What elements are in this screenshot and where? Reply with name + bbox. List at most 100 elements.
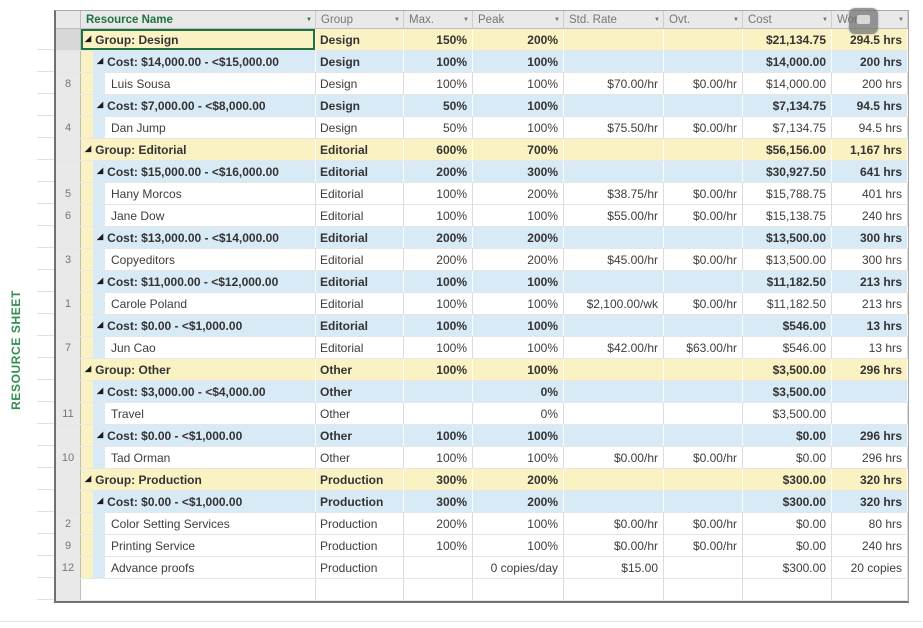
cell-std[interactable] — [564, 51, 664, 72]
cell-group[interactable]: Other — [316, 381, 404, 402]
row-header[interactable] — [56, 95, 81, 116]
cell-group[interactable]: Editorial — [316, 315, 404, 336]
cell-work[interactable]: 294.5 hrs — [832, 29, 908, 50]
cell-std[interactable]: $0.00/hr — [564, 513, 664, 534]
cell-std[interactable]: $75.50/hr — [564, 117, 664, 138]
cell-max[interactable]: 200% — [404, 249, 473, 270]
expand-icon[interactable]: ◢ — [97, 386, 104, 395]
cell-max[interactable]: 100% — [404, 359, 473, 380]
cell-group[interactable]: Other — [316, 403, 404, 424]
cell-std[interactable] — [564, 227, 664, 248]
cell-work[interactable]: 401 hrs — [832, 183, 908, 204]
cell-ovt[interactable] — [664, 315, 743, 336]
cell-name[interactable]: ◢ Cost: $15,000.00 - <$16,000.00 — [81, 161, 316, 182]
row-header[interactable] — [56, 491, 81, 512]
filter-icon[interactable]: ▼ — [394, 16, 400, 23]
cell-peak[interactable]: 100% — [473, 425, 564, 446]
cell-group[interactable]: Editorial — [316, 139, 404, 160]
cell-work[interactable]: 1,167 hrs — [832, 139, 908, 160]
cell-std[interactable] — [564, 491, 664, 512]
cell-cost[interactable]: $3,500.00 — [743, 381, 832, 402]
cell-cost[interactable]: $15,138.75 — [743, 205, 832, 226]
cell-name[interactable]: Color Setting Services — [81, 513, 316, 534]
cell-std[interactable] — [564, 95, 664, 116]
cell-max[interactable]: 50% — [404, 117, 473, 138]
cell-std[interactable]: $15.00 — [564, 557, 664, 578]
cell-max[interactable]: 50% — [404, 95, 473, 116]
column-header-std[interactable]: Std. Rate ▼ — [564, 11, 664, 28]
cell-group[interactable]: Production — [316, 491, 404, 512]
cell-max[interactable]: 100% — [404, 447, 473, 468]
cell-work[interactable]: 300 hrs — [832, 249, 908, 270]
row-header[interactable] — [56, 381, 81, 402]
cell-name[interactable]: ◢ Group: Design — [81, 29, 316, 50]
cell-max[interactable]: 600% — [404, 139, 473, 160]
cell-std[interactable]: $42.00/hr — [564, 337, 664, 358]
cell-peak[interactable]: 100% — [473, 51, 564, 72]
cell-cost[interactable]: $546.00 — [743, 315, 832, 336]
row-header[interactable]: 11 — [56, 403, 81, 424]
cell-group[interactable]: Design — [316, 29, 404, 50]
cell-cost[interactable]: $11,182.50 — [743, 271, 832, 292]
cell-cost[interactable]: $0.00 — [743, 447, 832, 468]
cell-cost[interactable]: $14,000.00 — [743, 51, 832, 72]
cell-std[interactable]: $38.75/hr — [564, 183, 664, 204]
cell-max[interactable]: 100% — [404, 337, 473, 358]
expand-icon[interactable]: ◢ — [85, 144, 92, 153]
cell-peak[interactable]: 100% — [473, 271, 564, 292]
row-header[interactable]: 8 — [56, 73, 81, 94]
column-header-group[interactable]: Group ▼ — [316, 11, 404, 28]
expand-icon[interactable]: ◢ — [97, 430, 104, 439]
expand-icon[interactable]: ◢ — [97, 320, 104, 329]
cell-name[interactable]: ◢ Group: Production — [81, 469, 316, 490]
cell-peak[interactable]: 100% — [473, 535, 564, 556]
cell-cost[interactable]: $11,182.50 — [743, 293, 832, 314]
cell-max[interactable]: 150% — [404, 29, 473, 50]
cell-name[interactable]: ◢ Group: Other — [81, 359, 316, 380]
column-header-max[interactable]: Max. ▼ — [404, 11, 473, 28]
cell-cost[interactable]: $7,134.75 — [743, 117, 832, 138]
cell-work[interactable] — [832, 579, 908, 600]
row-header[interactable] — [56, 425, 81, 446]
cell-name[interactable]: Luis Sousa — [81, 73, 316, 94]
cell-name[interactable]: ◢ Cost: $3,000.00 - <$4,000.00 — [81, 381, 316, 402]
expand-icon[interactable]: ◢ — [97, 496, 104, 505]
cell-work[interactable]: 94.5 hrs — [832, 117, 908, 138]
cell-work[interactable]: 641 hrs — [832, 161, 908, 182]
cell-cost[interactable]: $300.00 — [743, 469, 832, 490]
cell-ovt[interactable] — [664, 557, 743, 578]
cell-work[interactable]: 213 hrs — [832, 271, 908, 292]
column-header-name[interactable]: Resource Name ▼ — [81, 11, 316, 28]
cell-group[interactable]: Editorial — [316, 161, 404, 182]
cell-name[interactable]: Carole Poland — [81, 293, 316, 314]
cell-ovt[interactable]: $0.00/hr — [664, 117, 743, 138]
filter-icon[interactable]: ▼ — [654, 16, 660, 23]
cell-max[interactable]: 100% — [404, 51, 473, 72]
cell-cost[interactable]: $30,927.50 — [743, 161, 832, 182]
cell-work[interactable]: 296 hrs — [832, 447, 908, 468]
cell-std[interactable] — [564, 381, 664, 402]
cell-max[interactable] — [404, 579, 473, 600]
cell-name[interactable]: ◢ Group: Editorial — [81, 139, 316, 160]
filter-icon[interactable]: ▼ — [463, 16, 469, 23]
expand-icon[interactable]: ◢ — [97, 276, 104, 285]
cell-group[interactable]: Editorial — [316, 293, 404, 314]
row-header[interactable]: 9 — [56, 535, 81, 556]
cell-std[interactable] — [564, 315, 664, 336]
cell-peak[interactable]: 0% — [473, 403, 564, 424]
cell-max[interactable] — [404, 557, 473, 578]
cell-ovt[interactable]: $0.00/hr — [664, 73, 743, 94]
cell-ovt[interactable]: $63.00/hr — [664, 337, 743, 358]
cell-max[interactable]: 200% — [404, 513, 473, 534]
cell-group[interactable]: Other — [316, 359, 404, 380]
cell-work[interactable]: 13 hrs — [832, 337, 908, 358]
expand-icon[interactable]: ◢ — [97, 232, 104, 241]
cell-cost[interactable]: $56,156.00 — [743, 139, 832, 160]
cell-ovt[interactable] — [664, 359, 743, 380]
filter-icon[interactable]: ▼ — [733, 16, 739, 23]
cell-ovt[interactable] — [664, 227, 743, 248]
cell-peak[interactable]: 100% — [473, 447, 564, 468]
cell-work[interactable]: 200 hrs — [832, 51, 908, 72]
cell-peak[interactable]: 300% — [473, 161, 564, 182]
cell-peak[interactable]: 100% — [473, 117, 564, 138]
